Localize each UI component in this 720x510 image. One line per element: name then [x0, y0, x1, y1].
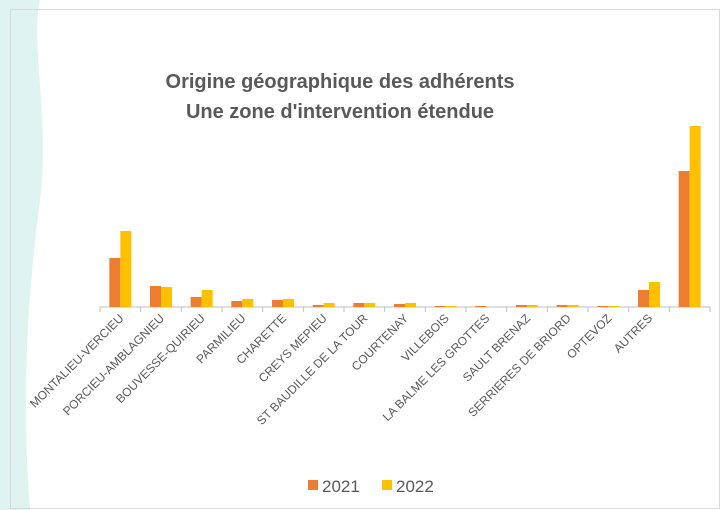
legend-swatch — [308, 480, 318, 490]
bar — [567, 305, 579, 307]
bar — [201, 290, 213, 307]
bar — [150, 286, 161, 307]
bar — [364, 303, 376, 307]
bar — [109, 258, 121, 307]
bar — [161, 287, 172, 307]
legend-label: 2022 — [396, 477, 434, 496]
bar — [231, 301, 243, 307]
bar — [516, 305, 527, 307]
bar — [527, 305, 538, 307]
bar — [434, 306, 446, 307]
bar — [190, 297, 202, 307]
bar — [120, 231, 132, 307]
bar — [445, 306, 457, 307]
bar — [394, 304, 405, 307]
bar — [638, 290, 649, 307]
bar — [475, 306, 487, 307]
bar — [242, 299, 254, 307]
bar — [405, 303, 416, 307]
decoration — [0, 0, 43, 510]
bar — [678, 171, 690, 307]
legend-label: 2021 — [322, 477, 360, 496]
bar — [649, 282, 660, 307]
legend-swatch — [382, 480, 392, 490]
bar — [312, 305, 324, 307]
bar — [608, 306, 620, 307]
x-tick-label: OPTEVOZ — [564, 311, 614, 361]
chart-title: Origine géographique des adhérents — [166, 71, 515, 93]
bar — [272, 300, 283, 307]
bar — [689, 126, 701, 307]
bar — [353, 303, 365, 307]
bar — [597, 306, 609, 307]
bar — [283, 299, 294, 307]
x-tick-label: AUTRES — [611, 311, 655, 355]
bar — [556, 305, 568, 307]
bar — [323, 303, 335, 307]
chart-subtitle: Une zone d'intervention étendue — [186, 101, 494, 123]
